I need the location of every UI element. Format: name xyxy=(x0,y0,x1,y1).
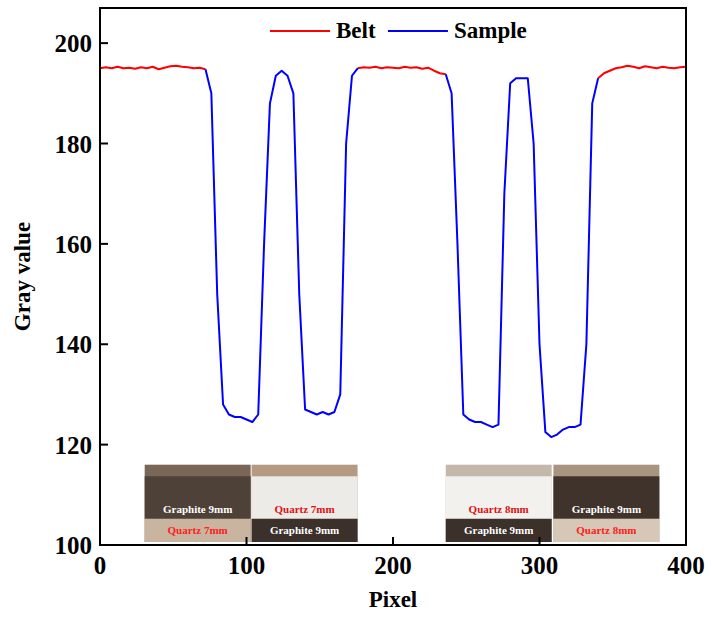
inset-photo: Graphite 9mm Quartz 8mm xyxy=(553,465,659,542)
series-line xyxy=(205,68,598,437)
y-tick-label: 100 xyxy=(55,532,93,559)
x-tick-label: 400 xyxy=(667,552,705,579)
x-tick xyxy=(685,537,687,545)
inset-photo: Graphite 9mm Quartz 7mm xyxy=(145,465,251,542)
legend-label: Sample xyxy=(454,18,527,43)
inset-photo: Quartz 8mm Graphite 9mm xyxy=(446,465,552,542)
photo-background xyxy=(252,465,358,542)
axes: 0100200300400100120140160180200 xyxy=(55,30,705,579)
y-tick xyxy=(100,243,108,245)
x-tick xyxy=(246,537,248,545)
photo-background xyxy=(446,465,552,542)
photo-band xyxy=(252,519,358,542)
plot-frame xyxy=(100,8,686,545)
inset-photo: Quartz 7mm Graphite 9mm xyxy=(252,465,358,542)
y-tick xyxy=(100,343,108,345)
x-tick xyxy=(392,537,394,545)
y-axis-title: Gray value xyxy=(10,222,35,331)
inset-label: Graphite 9mm xyxy=(464,524,533,536)
photo-band xyxy=(553,519,659,542)
photo-block xyxy=(553,476,659,519)
y-tick-label: 200 xyxy=(55,30,93,57)
y-tick-label: 140 xyxy=(55,331,93,358)
y-tick xyxy=(100,143,108,145)
photo-background xyxy=(553,465,659,542)
y-tick xyxy=(100,444,108,446)
legend-label: Belt xyxy=(336,18,376,43)
x-tick xyxy=(99,537,101,545)
inset-label: Quartz 8mm xyxy=(469,503,529,515)
legend-swatch xyxy=(270,30,330,32)
x-tick-label: 0 xyxy=(94,552,107,579)
photo-block xyxy=(446,476,552,519)
x-tick-label: 200 xyxy=(374,552,412,579)
x-tick-label: 300 xyxy=(521,552,559,579)
photo-block xyxy=(145,476,251,519)
y-tick-label: 160 xyxy=(55,231,93,258)
photo-band xyxy=(145,519,251,542)
x-tick-label: 100 xyxy=(228,552,266,579)
photo-background xyxy=(145,465,251,542)
y-tick-label: 120 xyxy=(55,432,93,459)
y-tick xyxy=(100,42,108,44)
y-tick xyxy=(100,544,108,546)
legend-swatch xyxy=(388,30,448,32)
inset-label: Graphite 9mm xyxy=(270,524,339,536)
insets: Graphite 9mmQuartz 7mmQuartz 7mmGraphite… xyxy=(145,465,660,542)
inset-label: Quartz 7mm xyxy=(275,503,335,515)
series-line xyxy=(100,66,686,79)
inset-label: Quartz 7mm xyxy=(168,524,228,536)
x-tick xyxy=(539,537,541,545)
chart: Graphite 9mmQuartz 7mmQuartz 7mmGraphite… xyxy=(0,0,712,624)
lines xyxy=(100,66,686,437)
photo-block xyxy=(252,476,358,519)
legend: Belt Sample xyxy=(270,18,527,43)
y-tick-label: 180 xyxy=(55,131,93,158)
x-axis-title: Pixel xyxy=(369,587,418,612)
inset-label: Graphite 9mm xyxy=(572,503,641,515)
inset-label: Quartz 8mm xyxy=(576,524,636,536)
photo-band xyxy=(446,519,552,542)
inset-label: Graphite 9mm xyxy=(163,503,232,515)
